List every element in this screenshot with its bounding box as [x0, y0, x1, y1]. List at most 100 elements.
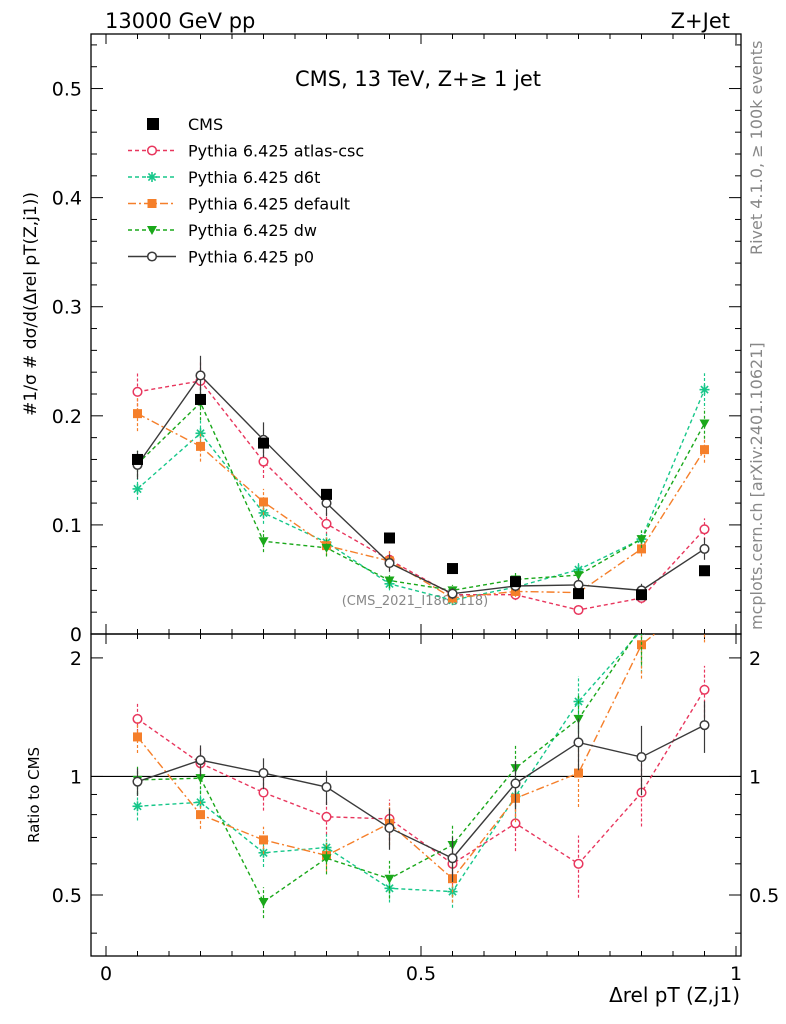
- ratio-atlas_csc-point: [573, 858, 584, 869]
- ratio-p0-point: [447, 853, 458, 864]
- cms-data-point: [321, 488, 332, 500]
- ratio-p0-point: [258, 768, 269, 779]
- ratio-default-point: [196, 810, 205, 820]
- legend-p0-label: Pythia 6.425 p0: [188, 248, 314, 267]
- ratio-dw-point: [258, 897, 269, 907]
- ratio-dw-point: [195, 774, 206, 784]
- series-default-point: [133, 409, 142, 419]
- series-p0-point: [447, 588, 458, 599]
- series-dw-point: [321, 543, 332, 553]
- analysis-watermark: (CMS_2021_I1866118): [342, 594, 489, 609]
- series-p0-point: [384, 558, 395, 569]
- series-p0-line: [136, 374, 705, 595]
- ratio-p0-point: [573, 737, 584, 748]
- cms-data-point: [195, 393, 206, 405]
- ratio-default-point: [574, 768, 583, 778]
- series-dw-point: [573, 571, 584, 581]
- axis-ticks: 0 0.5 1 0 0.1 0.2 0.3 0.4 0.5 0.5 0.5 1 1 2 2: [52, 34, 779, 985]
- series-layer: [132, 355, 710, 919]
- series-default-point: [196, 441, 205, 451]
- series-dw-point: [384, 576, 395, 586]
- y-axis-ratio-label: Ratio to CMS: [25, 747, 43, 843]
- series-p0-point: [573, 579, 584, 590]
- series-d6t-point: [132, 483, 143, 494]
- x-tick-label: 1: [730, 963, 742, 985]
- y-tick-label: 0.4: [52, 188, 82, 210]
- ratio-frame: [90, 633, 742, 957]
- cms-data-point: [132, 453, 143, 465]
- ratio-atlas_csc-point: [510, 818, 521, 829]
- ratio-default-point: [700, 589, 709, 598]
- ratio-default-line: [136, 634, 656, 880]
- legend-atlas_csc-marker: [146, 145, 158, 156]
- ratio-p0-point: [132, 776, 143, 787]
- ratio-p0-point: [321, 781, 332, 793]
- x-tick-label: 0: [100, 963, 112, 985]
- series-default-point: [700, 445, 709, 455]
- ratio-y-tick-label: 1: [70, 766, 82, 788]
- series-atlas_csc-point: [321, 518, 332, 529]
- ratio-default-point: [259, 835, 268, 845]
- cms-data-point: [636, 589, 647, 601]
- ratio-atlas_csc-line: [137, 689, 706, 865]
- ratio-p0-point: [195, 755, 206, 766]
- rivet-label: Rivet 4.1.0, ≥ 100k events: [747, 41, 766, 255]
- series-atlas_csc-point: [699, 524, 710, 535]
- legend-d6t-marker: [147, 172, 157, 182]
- x-tick-label: 0.5: [406, 963, 436, 985]
- legend-d6t-label: Pythia 6.425 d6t: [188, 168, 320, 187]
- legend-p0-marker: [146, 251, 158, 262]
- ratio-default-point: [133, 732, 142, 742]
- ratio-atlas_csc-point: [699, 684, 710, 695]
- series-p0-point: [195, 370, 206, 381]
- header-right: Z+Jet: [671, 9, 730, 33]
- y-tick-label: 0.2: [52, 406, 82, 428]
- series-atlas_csc-point: [132, 386, 143, 397]
- series-dw-point: [636, 535, 647, 545]
- series-atlas_csc-point: [258, 456, 269, 467]
- legend-cms-label: CMS: [188, 115, 223, 134]
- ratio-d6t-point: [132, 801, 143, 812]
- cms-data-point: [447, 563, 458, 575]
- ratio-p0-point: [384, 822, 395, 833]
- cms-data-point: [699, 565, 710, 577]
- cms-data-point: [510, 576, 521, 588]
- ratio-atlas_csc-point: [321, 811, 332, 822]
- ratio-dw-point: [321, 854, 332, 864]
- legend-d6t-marker-stroke: [147, 172, 157, 182]
- series-d6t-line: [137, 389, 706, 601]
- series-p0-point: [699, 543, 710, 554]
- series-d6t-point: [699, 384, 710, 395]
- y-axis-main-label: #1/σ # dσ/d(Δrel pT(Z,j1)): [21, 192, 41, 416]
- series-d6t-point-stroke: [133, 484, 142, 494]
- y-tick-label: 0.1: [52, 515, 82, 537]
- series-dw-line: [137, 401, 706, 592]
- main-panel-series: [132, 355, 710, 616]
- plot-title: CMS, 13 TeV, Z+≥ 1 jet: [295, 67, 541, 91]
- series-dw-point: [258, 537, 269, 547]
- ratio-p0-point: [699, 720, 710, 731]
- legend-atlas_csc-label: Pythia 6.425 atlas-csc: [188, 142, 364, 161]
- y-tick-label: 0: [70, 624, 82, 646]
- legend: CMS Pythia 6.425 atlas-csc Pythia 6.425 d6…: [128, 115, 364, 267]
- y-tick-label: 0.3: [52, 297, 82, 319]
- ratio-dw-point: [384, 874, 395, 884]
- series-p0-point: [321, 498, 332, 509]
- ratio-panel-series: [132, 589, 710, 919]
- ratio-y-tick-label: 2: [70, 648, 82, 670]
- series-atlas_csc-line: [137, 380, 706, 611]
- series-atlas_csc-point: [573, 604, 584, 616]
- mcplots-label: mcplots.cern.ch [arXiv:2401.10621]: [747, 342, 766, 630]
- legend-dw-marker: [147, 226, 157, 235]
- ratio-y-tick-label: 0.5: [749, 885, 779, 907]
- header-left: 13000 GeV pp: [105, 9, 255, 33]
- y-tick-label: 0.5: [52, 79, 82, 101]
- cms-data-point: [258, 437, 269, 449]
- legend-default-label: Pythia 6.425 default: [188, 195, 350, 214]
- series-default-point: [637, 544, 646, 554]
- series-default-line: [137, 413, 706, 599]
- x-axis-label: Δrel pT (Z,j1): [609, 983, 740, 1007]
- ratio-atlas_csc-point: [132, 713, 143, 724]
- ratio-y-tick-label: 2: [749, 648, 761, 670]
